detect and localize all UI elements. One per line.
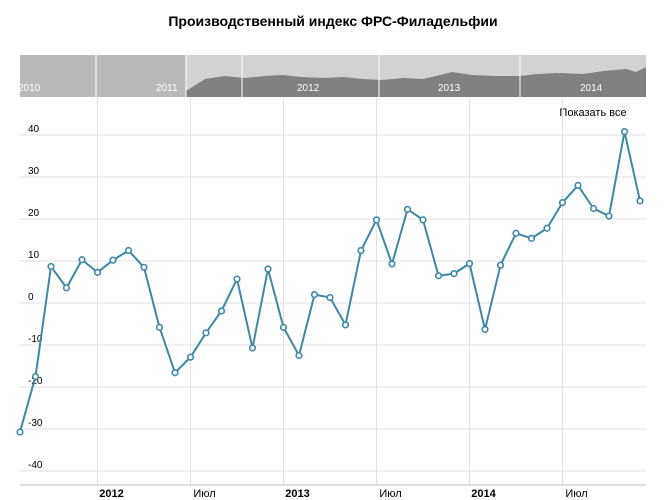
data-point[interactable] [403,205,412,213]
data-point[interactable] [155,323,164,331]
data-point[interactable] [496,261,505,269]
data-point[interactable] [93,268,102,276]
navigator-year-label: 2011 [156,83,178,94]
data-point[interactable] [372,216,381,224]
data-point[interactable] [109,256,117,264]
navigator-selected-range[interactable] [20,55,186,97]
x-tick-label: 2014 [471,488,496,500]
data-point[interactable] [202,329,210,337]
data-point[interactable] [512,229,520,237]
data-point[interactable] [171,369,179,377]
navigator-year-label: 2013 [438,83,461,94]
range-navigator[interactable]: 2010 2011 2012 2013 2014 [20,55,646,97]
navigator-area-series [186,67,646,97]
data-point[interactable] [636,197,644,205]
data-point[interactable] [481,325,489,334]
data-point[interactable] [527,234,536,242]
y-tick-label: 20 [28,208,40,219]
y-tick-label: 10 [28,250,40,261]
data-point[interactable] [248,344,257,352]
data-point[interactable] [357,246,365,255]
chart-title: Производственный индекс ФРС-Филадельфии [168,13,498,29]
x-tick-label: 2013 [285,488,309,500]
data-point[interactable] [264,265,272,273]
navigator-year-label: 2012 [297,83,320,94]
data-point[interactable] [543,224,551,232]
data-point[interactable] [620,128,629,136]
data-point[interactable] [279,323,288,331]
x-tick-label: 2012 [99,488,123,500]
data-point[interactable] [217,307,226,315]
data-point[interactable] [419,216,427,224]
y-tick-label: 0 [28,292,34,303]
data-point[interactable] [233,275,241,283]
data-point[interactable] [465,259,474,268]
y-tick-label: -20 [28,376,43,387]
y-tick-label: -40 [28,460,43,471]
data-point[interactable] [450,270,458,278]
y-tick-label: -10 [28,334,43,345]
data-point[interactable] [186,353,195,361]
y-tick-label: 40 [28,124,40,135]
data-point[interactable] [605,212,613,220]
data-point[interactable] [341,321,350,329]
data-point[interactable] [589,204,598,213]
data-point[interactable] [16,428,24,436]
y-tick-label: -30 [28,418,43,429]
x-tick-label: Июл [565,488,587,500]
data-point[interactable] [47,262,55,271]
data-point[interactable] [295,351,303,360]
data-point[interactable] [78,256,86,264]
data-point[interactable] [558,199,567,207]
data-point[interactable] [326,293,334,302]
data-point[interactable] [62,284,71,292]
data-point[interactable] [434,272,443,280]
data-point[interactable] [31,372,40,381]
x-tick-label: Июл [379,488,401,500]
data-point[interactable] [388,260,396,268]
data-point[interactable] [310,291,319,299]
data-point[interactable] [124,246,133,255]
navigator-year-label: 2014 [580,83,603,94]
y-tick-label: 30 [28,166,40,177]
navigator-year-label: 2010 [20,83,41,94]
x-tick-label: Июл [193,488,215,500]
show-all-button[interactable]: Показать все [559,107,627,119]
data-point[interactable] [140,263,148,271]
data-point[interactable] [574,181,582,189]
